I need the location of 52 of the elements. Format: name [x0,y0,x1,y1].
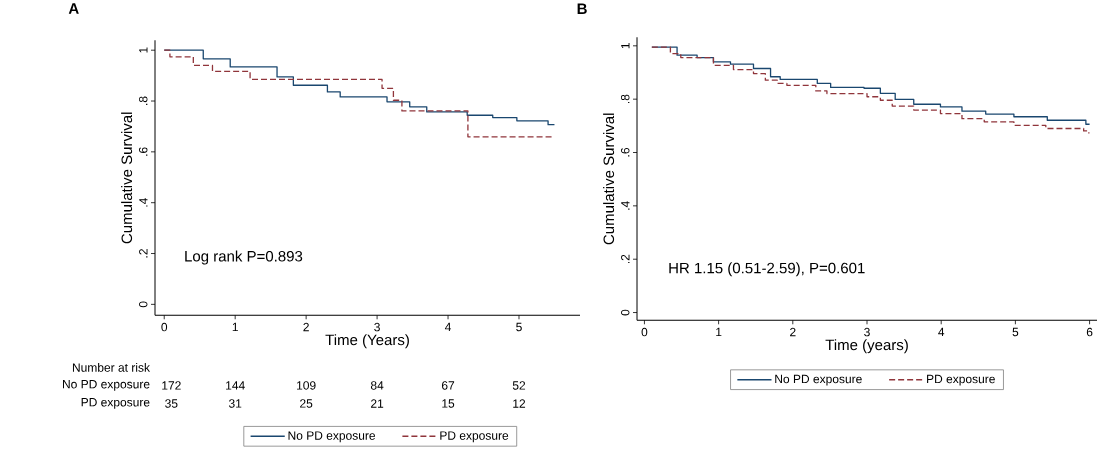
y-tick-label: 1 [139,47,148,53]
text: 25 [300,399,313,408]
y-tick-label: 1 [621,42,630,49]
y-tick-label: .6 [138,147,148,156]
chart-title: A [68,3,79,14]
x-tick-label: 4 [938,327,945,336]
y-tick-label: 0 [620,309,630,316]
text: 31 [228,399,242,408]
x-tick-label: 3 [374,322,380,332]
x-tick-label: 1 [716,327,722,336]
legend-label: No PD exposure [775,374,862,386]
legend-label: PD exposure [440,431,509,443]
y-tick-label: .2 [139,248,148,258]
text: 21 [371,399,384,408]
y-tick-label: .8 [138,96,148,105]
annotation: Log rank P=0.893 [185,250,303,265]
text: 172 [162,381,181,390]
text: No PD exposure [63,379,150,391]
x-tick-label: 3 [864,327,870,337]
y-tick-label: .2 [621,254,630,263]
text: 84 [370,381,384,390]
x-tick-label: 5 [1012,327,1019,337]
x-tick-label: 2 [303,322,309,332]
text: 12 [513,399,526,408]
text: 67 [441,381,455,390]
y-tick-label: .8 [620,94,630,103]
y-tick-label: .4 [139,197,148,207]
annotation: HR 1.15 (0.51-2.59), P=0.601 [669,262,865,277]
text: 109 [297,381,316,390]
text: PD exposure [81,397,150,409]
y-tick-label: .6 [620,147,630,157]
chart-title: B [577,3,587,14]
y-tick-label: .4 [621,201,630,210]
text: Number at risk [72,362,150,372]
y-axis-title: Cumulative Survival [603,113,615,245]
x-tick-label: 0 [161,322,168,332]
text: 144 [226,381,245,390]
x-tick-label: 0 [641,327,648,337]
text: 15 [442,399,455,408]
x-axis-title: Time (years) [825,339,908,354]
legend-label: No PD exposure [288,431,376,443]
x-tick-label: 5 [516,322,522,332]
text: 52 [512,381,526,390]
y-axis-title: Cumulative Survival [121,112,133,244]
y-tick-label: 0 [138,301,148,308]
x-tick-label: 6 [1086,327,1093,337]
x-tick-label: 2 [790,327,796,337]
x-tick-label: 4 [444,322,452,331]
x-tick-label: 1 [232,322,238,331]
legend-label: PD exposure [927,374,995,386]
text: 35 [165,399,178,408]
x-axis-title: Time (Years) [325,334,409,349]
